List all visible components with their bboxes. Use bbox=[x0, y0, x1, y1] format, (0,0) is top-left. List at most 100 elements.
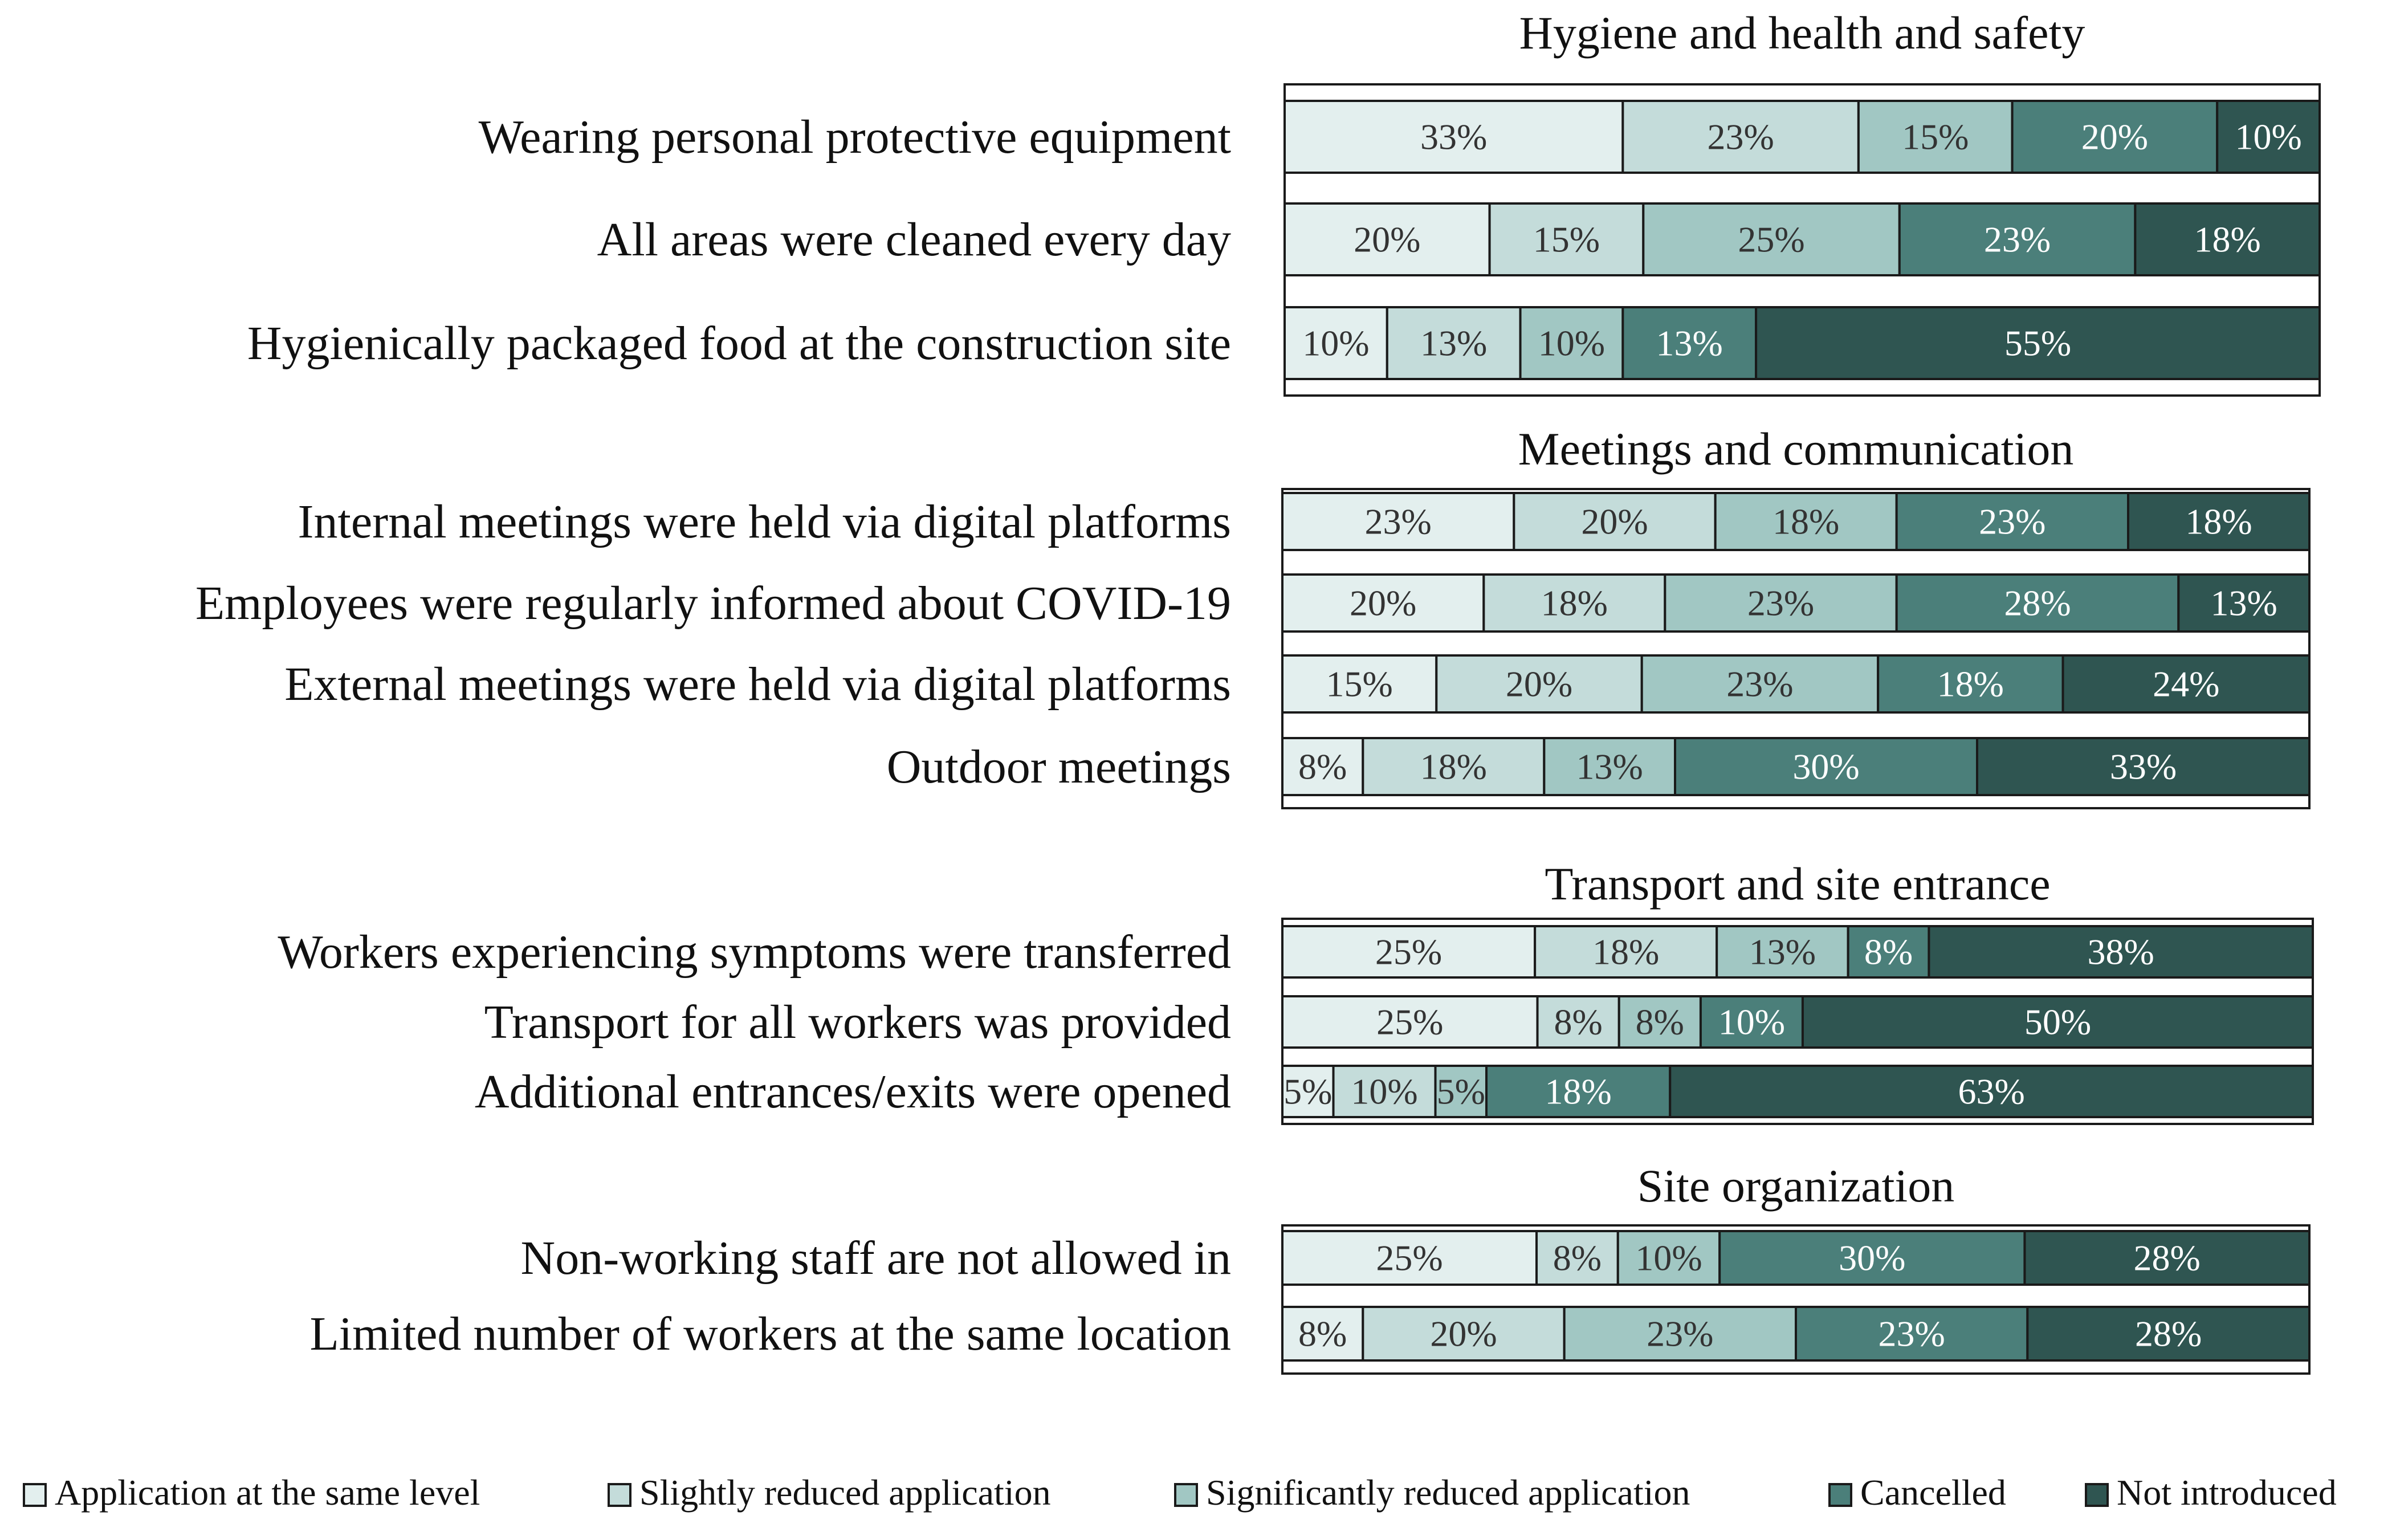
bar-segment bbox=[1434, 1065, 1488, 1118]
bar-segment bbox=[1536, 995, 1620, 1049]
bar-value-label: 8% bbox=[1864, 932, 1913, 972]
bar-segment bbox=[1877, 654, 2064, 714]
legend-label: Cancelled bbox=[1860, 1472, 2006, 1513]
bar-segment bbox=[2216, 100, 2321, 174]
row-label: Non-working staff are not allowed in bbox=[521, 1232, 1231, 1285]
bar-segment bbox=[1281, 1065, 1335, 1118]
bar-value-label: 23% bbox=[1707, 117, 1774, 157]
bar-value-label: 25% bbox=[1738, 219, 1804, 260]
panel-title: Transport and site entrance bbox=[1545, 858, 2050, 910]
legend-swatch bbox=[608, 1483, 631, 1507]
bar-segment bbox=[1895, 492, 2130, 551]
bar-value-label: 20% bbox=[1581, 502, 1648, 542]
row-label: Transport for all workers was provided bbox=[484, 996, 1231, 1049]
bar-value-label: 20% bbox=[1354, 219, 1420, 260]
bar-segment bbox=[1898, 202, 2137, 276]
bar-segment bbox=[1617, 995, 1702, 1049]
bar-segment bbox=[1714, 492, 1898, 551]
bar-value-label: 8% bbox=[1554, 1002, 1602, 1042]
bar-value-label: 55% bbox=[2004, 323, 2071, 364]
bar-value-label: 8% bbox=[1553, 1238, 1602, 1278]
row-label: Employees were regularly informed about … bbox=[195, 577, 1231, 630]
bar-value-label: 8% bbox=[1636, 1002, 1684, 1042]
bar-value-label: 38% bbox=[2088, 932, 2154, 972]
bar-segment bbox=[1513, 492, 1717, 551]
legend-swatch bbox=[1174, 1483, 1198, 1507]
bar-segment bbox=[1281, 654, 1438, 714]
bar-value-label: 18% bbox=[2194, 219, 2261, 260]
bar-segment bbox=[1281, 573, 1485, 633]
bar-value-label: 13% bbox=[1420, 323, 1487, 364]
bar-value-label: 5% bbox=[1283, 1072, 1332, 1112]
bar-value-label: 5% bbox=[1437, 1072, 1485, 1112]
bar-segment bbox=[1674, 737, 1978, 796]
bar-value-label: 10% bbox=[1718, 1002, 1785, 1042]
legend-swatch bbox=[23, 1483, 47, 1507]
bar-segment bbox=[1283, 100, 1624, 174]
bar-segment bbox=[1716, 925, 1849, 979]
bar-segment bbox=[1281, 492, 1515, 551]
bar-value-label: 8% bbox=[1298, 1314, 1347, 1354]
bar-value-label: 13% bbox=[2211, 583, 2277, 624]
bar-segment bbox=[1283, 202, 1491, 276]
bar-value-label: 25% bbox=[1376, 1002, 1443, 1042]
bar-value-label: 20% bbox=[2081, 117, 2148, 157]
bar-segment bbox=[2061, 654, 2311, 714]
bar-segment bbox=[1755, 306, 2321, 380]
bar-segment bbox=[1563, 1306, 1798, 1362]
row-label: Wearing personal protective equipment bbox=[479, 111, 1231, 164]
bar-segment bbox=[1543, 737, 1676, 796]
bar-value-label: 10% bbox=[1538, 323, 1605, 364]
bar-value-label: 25% bbox=[1375, 932, 1442, 972]
bar-segment bbox=[1519, 306, 1624, 380]
bar-value-label: 20% bbox=[1506, 664, 1572, 704]
row-label: Limited number of workers at the same lo… bbox=[309, 1307, 1231, 1360]
bar-value-label: 23% bbox=[1747, 583, 1814, 624]
legend-label: Significantly reduced application bbox=[1206, 1472, 1690, 1513]
bar-value-label: 15% bbox=[1533, 219, 1600, 260]
bar-value-label: 13% bbox=[1656, 323, 1723, 364]
bar-value-label: 24% bbox=[2153, 664, 2219, 704]
bar-segment bbox=[2134, 202, 2321, 276]
bar-value-label: 15% bbox=[1902, 117, 1969, 157]
bar-segment bbox=[1332, 1065, 1437, 1118]
bar-segment bbox=[1616, 1230, 1721, 1286]
bar-value-label: 18% bbox=[1937, 664, 2004, 704]
bar-value-label: 18% bbox=[1541, 583, 1608, 624]
row-label: Hygienically packaged food at the constr… bbox=[247, 317, 1231, 370]
bar-value-label: 18% bbox=[1545, 1072, 1611, 1112]
bar-value-label: 20% bbox=[1430, 1314, 1497, 1354]
bar-segment bbox=[1283, 306, 1388, 380]
bar-segment bbox=[1699, 995, 1804, 1049]
bar-value-label: 28% bbox=[2134, 1238, 2201, 1278]
bar-value-label: 18% bbox=[1420, 747, 1487, 787]
bar-value-label: 23% bbox=[1365, 502, 1432, 542]
bar-value-label: 8% bbox=[1298, 747, 1347, 787]
bar-segment bbox=[1534, 925, 1718, 979]
bar-segment bbox=[2177, 573, 2311, 633]
bar-segment bbox=[1976, 737, 2311, 796]
bar-segment bbox=[1362, 737, 1546, 796]
bar-segment bbox=[1386, 306, 1522, 380]
row-label: Outdoor meetings bbox=[887, 740, 1231, 793]
bar-value-label: 30% bbox=[1792, 747, 1859, 787]
bar-value-label: 50% bbox=[2024, 1002, 2091, 1042]
bar-value-label: 28% bbox=[2004, 583, 2071, 624]
bar-segment bbox=[1488, 202, 1645, 276]
bar-value-label: 10% bbox=[1302, 323, 1369, 364]
bar-value-label: 18% bbox=[1773, 502, 1839, 542]
row-label: All areas were cleaned every day bbox=[597, 213, 1231, 266]
bar-value-label: 25% bbox=[1376, 1238, 1443, 1278]
row-label: Workers experiencing symptoms were trans… bbox=[278, 926, 1231, 979]
row-label: Additional entrances/exits were opened bbox=[475, 1065, 1231, 1118]
bar-value-label: 63% bbox=[1958, 1072, 2024, 1112]
bar-value-label: 20% bbox=[1350, 583, 1416, 624]
bar-segment bbox=[1281, 1306, 1364, 1362]
bar-value-label: 23% bbox=[1979, 502, 2045, 542]
bar-value-label: 15% bbox=[1326, 664, 1392, 704]
bar-value-label: 23% bbox=[1647, 1314, 1713, 1354]
bar-value-label: 10% bbox=[1635, 1238, 1702, 1278]
bar-segment bbox=[1847, 925, 1930, 979]
bar-segment bbox=[2026, 1306, 2311, 1362]
